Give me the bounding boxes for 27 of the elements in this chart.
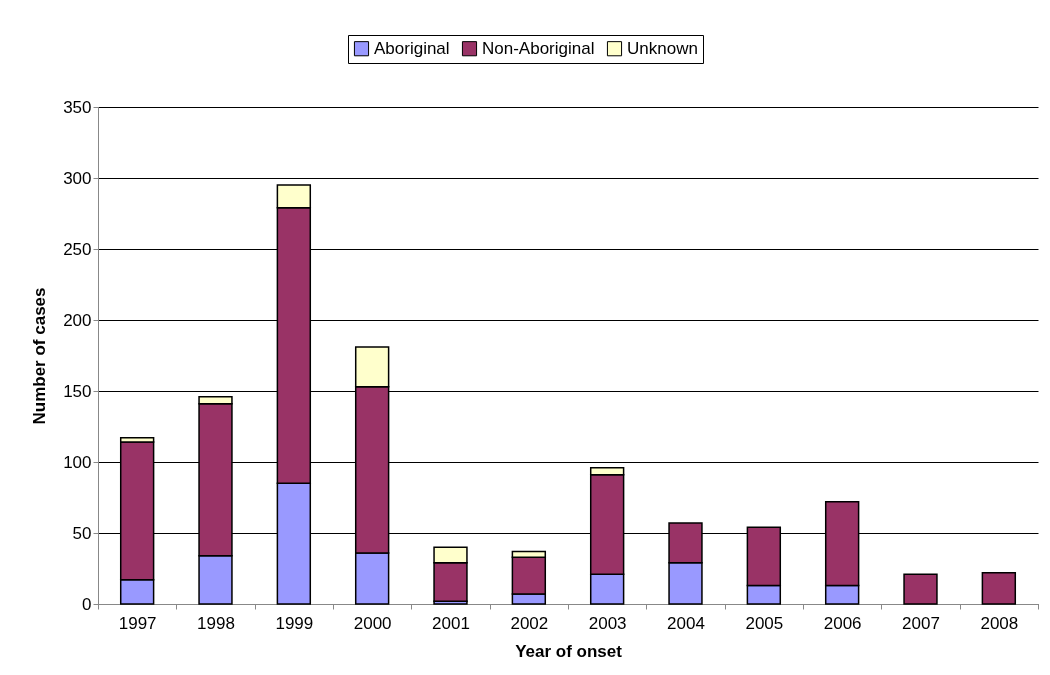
y-axis-title: Number of cases [30,287,50,425]
y-tick-label: 150 [63,381,92,401]
x-tick-label: 2004 [667,613,705,633]
x-tick-label: 2007 [902,613,940,633]
legend-label: Non-Aboriginal [482,38,595,58]
bar [903,573,938,605]
y-tick-label: 350 [63,97,92,117]
y-tick-label: 250 [63,239,92,259]
x-tick-label: 1998 [197,613,235,633]
y-tick-label: 0 [82,594,92,614]
x-tick-label: 2005 [745,613,784,633]
y-tick-label: 200 [63,310,92,330]
x-tick-label: 1997 [118,613,157,633]
x-tick-label: 2000 [353,613,392,633]
x-tick-label: 1999 [275,613,314,633]
x-tick-label: 2003 [588,613,627,633]
x-axis-title: Year of onset [515,641,623,661]
x-tick-label: 2006 [823,613,862,633]
x-tick-label: 2008 [980,613,1019,633]
y-tick-label: 100 [63,452,92,472]
legend-label: Aboriginal [374,38,450,58]
x-tick-label: 2002 [510,613,549,633]
y-tick-label: 300 [63,168,92,188]
legend-label: Unknown [627,38,698,58]
bar [981,572,1017,605]
y-tick-label: 50 [72,523,92,543]
x-tick-label: 2001 [432,613,470,633]
